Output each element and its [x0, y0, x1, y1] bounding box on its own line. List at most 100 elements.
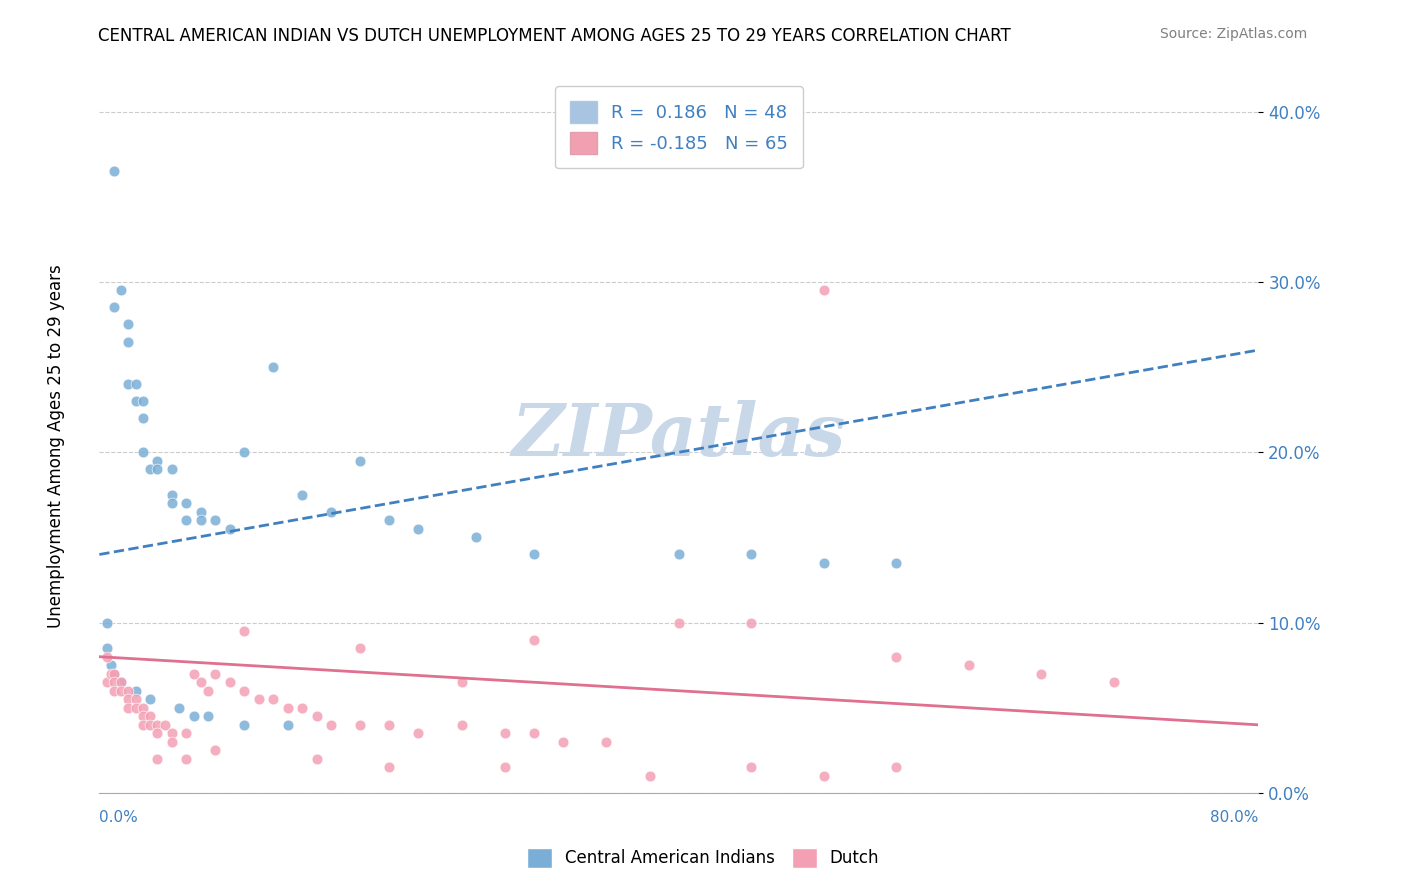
Point [233, 445, 256, 459]
Point [450, 675, 472, 690]
Point [668, 615, 690, 630]
Point [247, 692, 270, 706]
Point [124, 683, 146, 698]
Point [96, 675, 118, 690]
Point [450, 718, 472, 732]
Point [174, 752, 197, 766]
Point [884, 649, 907, 664]
Point [465, 531, 488, 545]
Point [132, 411, 155, 425]
Point [160, 726, 183, 740]
Point [132, 709, 155, 723]
Point [124, 701, 146, 715]
Legend: R =  0.186   N = 48, R = -0.185   N = 65: R = 0.186 N = 48, R = -0.185 N = 65 [555, 87, 803, 169]
Point [957, 658, 980, 673]
Point [146, 454, 169, 468]
Point [160, 735, 183, 749]
Point [321, 505, 343, 519]
Point [740, 548, 762, 562]
Point [103, 675, 125, 690]
Point [204, 743, 226, 757]
Point [183, 666, 205, 681]
Point [110, 675, 132, 690]
Point [139, 709, 162, 723]
Point [378, 718, 401, 732]
Point [190, 505, 212, 519]
Point [139, 462, 162, 476]
Point [139, 692, 162, 706]
Point [523, 632, 546, 647]
Point [100, 658, 122, 673]
Point [197, 683, 219, 698]
Point [305, 752, 328, 766]
Point [262, 692, 284, 706]
Text: Unemployment Among Ages 25 to 29 years: Unemployment Among Ages 25 to 29 years [48, 264, 65, 628]
Point [494, 726, 516, 740]
Point [1102, 675, 1125, 690]
Point [204, 513, 226, 527]
Point [139, 718, 162, 732]
Text: 80.0%: 80.0% [1211, 810, 1258, 824]
Point [813, 556, 835, 570]
Point [740, 615, 762, 630]
Point [551, 735, 574, 749]
Point [378, 513, 401, 527]
Point [174, 513, 197, 527]
Point [160, 488, 183, 502]
Point [146, 726, 169, 740]
Point [146, 462, 169, 476]
Point [146, 752, 169, 766]
Point [218, 675, 240, 690]
Text: 0.0%: 0.0% [100, 810, 138, 824]
Point [277, 718, 299, 732]
Point [117, 318, 139, 332]
Text: CENTRAL AMERICAN INDIAN VS DUTCH UNEMPLOYMENT AMONG AGES 25 TO 29 YEARS CORRELAT: CENTRAL AMERICAN INDIAN VS DUTCH UNEMPLO… [98, 27, 1011, 45]
Point [103, 301, 125, 315]
Point [117, 692, 139, 706]
Point [523, 726, 546, 740]
Point [233, 683, 256, 698]
Point [103, 666, 125, 681]
Point [110, 675, 132, 690]
Legend: Central American Indians, Dutch: Central American Indians, Dutch [520, 841, 886, 875]
Point [103, 164, 125, 178]
Point [132, 701, 155, 715]
Point [204, 666, 226, 681]
Point [884, 556, 907, 570]
Point [160, 462, 183, 476]
Point [96, 641, 118, 656]
Point [1031, 666, 1053, 681]
Point [523, 548, 546, 562]
Point [103, 683, 125, 698]
Point [406, 726, 429, 740]
Point [218, 522, 240, 536]
Point [349, 641, 371, 656]
Point [117, 683, 139, 698]
Point [813, 284, 835, 298]
Point [740, 760, 762, 774]
Point [378, 760, 401, 774]
Point [153, 718, 176, 732]
Point [406, 522, 429, 536]
Point [96, 615, 118, 630]
Point [167, 701, 190, 715]
Text: ZIPatlas: ZIPatlas [512, 400, 846, 471]
Point [349, 454, 371, 468]
Point [160, 496, 183, 510]
Point [132, 445, 155, 459]
Point [233, 624, 256, 639]
Point [117, 334, 139, 349]
Point [291, 701, 314, 715]
Point [349, 718, 371, 732]
Point [305, 709, 328, 723]
Point [813, 769, 835, 783]
Point [638, 769, 661, 783]
Point [124, 394, 146, 409]
Point [262, 360, 284, 375]
Point [174, 726, 197, 740]
Point [117, 701, 139, 715]
Point [124, 692, 146, 706]
Point [124, 377, 146, 392]
Point [146, 718, 169, 732]
Point [132, 718, 155, 732]
